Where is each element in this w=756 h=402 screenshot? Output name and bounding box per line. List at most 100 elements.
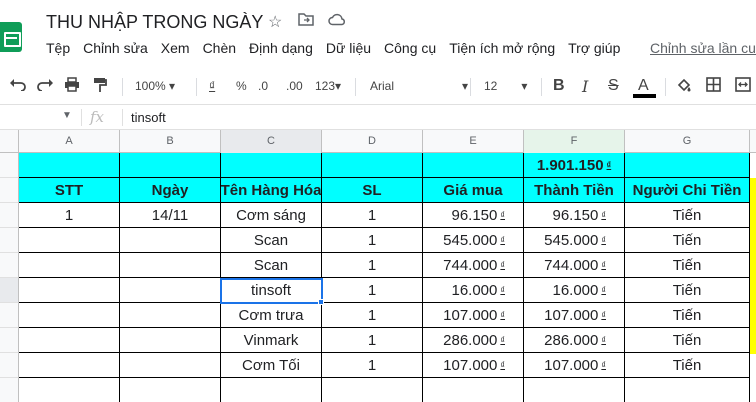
paint-format-icon[interactable] <box>93 77 107 96</box>
row-header[interactable] <box>0 303 19 328</box>
row-header[interactable] <box>0 378 19 402</box>
menu-tools[interactable]: Công cụ <box>384 40 437 56</box>
table-cell-sl[interactable]: 1 <box>322 228 423 253</box>
empty-cell[interactable] <box>625 378 750 402</box>
column-title-tt[interactable]: Thành Tiền <box>524 178 625 203</box>
column-title-gia[interactable]: Giá mua <box>423 178 524 203</box>
table-cell-sl[interactable]: 1 <box>322 353 423 378</box>
table-cell-tt[interactable]: 96.150 ₫ <box>524 203 625 228</box>
strikethrough-button[interactable]: S <box>608 77 619 94</box>
table-cell-sl[interactable]: 1 <box>322 203 423 228</box>
table-cell-nguoi[interactable]: Tiến <box>625 203 750 228</box>
undo-icon[interactable] <box>9 77 27 94</box>
move-folder-icon[interactable] <box>298 12 314 31</box>
menu-view[interactable]: Xem <box>160 40 190 56</box>
table-cell-ngay[interactable] <box>120 353 221 378</box>
table-cell-ngay[interactable] <box>120 303 221 328</box>
table-cell-stt[interactable] <box>19 228 120 253</box>
table-cell-tt[interactable]: 744.000 ₫ <box>524 253 625 278</box>
name-box-dropdown-icon[interactable]: ▼ <box>62 110 72 121</box>
empty-cell[interactable] <box>221 378 322 402</box>
column-title-sl[interactable]: SL <box>322 178 423 203</box>
table-cell-gia[interactable]: 107.000 ₫ <box>423 353 524 378</box>
bold-button[interactable]: B <box>553 77 565 94</box>
table-cell-ngay[interactable]: 14/11 <box>120 203 221 228</box>
star-icon[interactable]: ☆ <box>268 14 283 31</box>
table-cell-ngay[interactable] <box>120 328 221 353</box>
column-title-ten[interactable]: Tên Hàng Hóa <box>221 178 322 203</box>
column-header-d[interactable]: D <box>322 130 423 153</box>
table-cell-ten[interactable]: Vinmark <box>221 328 322 353</box>
font-size-select[interactable]: 12 ▾ <box>484 79 528 93</box>
table-cell-sl[interactable]: 1 <box>322 328 423 353</box>
table-cell-nguoi[interactable]: Tiến <box>625 253 750 278</box>
table-cell-nguoi[interactable]: Tiến <box>625 303 750 328</box>
table-cell-tt[interactable]: 107.000 ₫ <box>524 303 625 328</box>
cell-total-row[interactable] <box>120 153 221 178</box>
last-edit-link[interactable]: Chỉnh sửa lần cuối <box>650 40 756 56</box>
row-header[interactable] <box>0 353 19 378</box>
print-icon[interactable] <box>64 77 80 95</box>
redo-icon[interactable] <box>36 77 54 94</box>
decrease-decimal-button[interactable]: .0 <box>258 79 269 93</box>
table-cell-nguoi[interactable]: Tiến <box>625 353 750 378</box>
document-title[interactable]: THU NHẬP TRONG NGÀY <box>46 12 264 32</box>
cell-total-row[interactable] <box>221 153 322 178</box>
fill-color-icon[interactable] <box>676 77 692 96</box>
column-header-f[interactable]: F <box>524 130 625 153</box>
table-cell-nguoi[interactable]: Tiến <box>625 228 750 253</box>
table-cell-ten[interactable]: Cơm trưa <box>221 303 322 328</box>
text-color-button[interactable]: A <box>638 77 649 94</box>
more-formats-button[interactable]: 123▾ <box>315 79 342 93</box>
table-cell-stt[interactable] <box>19 353 120 378</box>
table-cell-gia[interactable]: 286.000 ₫ <box>423 328 524 353</box>
font-family-select[interactable]: Arial ▾ <box>370 79 469 93</box>
table-cell-tt[interactable]: 286.000 ₫ <box>524 328 625 353</box>
table-cell-stt[interactable] <box>19 303 120 328</box>
menu-file[interactable]: Tệp <box>46 40 71 56</box>
table-cell-tt[interactable]: 16.000 ₫ <box>524 278 625 303</box>
row-header[interactable] <box>0 228 19 253</box>
table-cell-ten[interactable]: Cơm sáng <box>221 203 322 228</box>
table-cell-tt[interactable]: 107.000 ₫ <box>524 353 625 378</box>
empty-cell[interactable] <box>322 378 423 402</box>
table-cell-ngay[interactable] <box>120 228 221 253</box>
table-cell-sl[interactable]: 1 <box>322 278 423 303</box>
cloud-status-icon[interactable] <box>328 12 346 31</box>
table-cell-nguoi[interactable]: Tiến <box>625 328 750 353</box>
column-title-nguoi[interactable]: Người Chi Tiền <box>625 178 750 203</box>
table-cell-stt[interactable] <box>19 253 120 278</box>
table-cell-sl[interactable]: 1 <box>322 253 423 278</box>
merge-cells-icon[interactable] <box>735 77 751 95</box>
row-header[interactable] <box>0 203 19 228</box>
currency-format-button[interactable]: ₫ <box>209 79 216 93</box>
menu-edit[interactable]: Chỉnh sửa <box>83 40 148 56</box>
zoom-select[interactable]: 100% ▾ <box>135 79 176 93</box>
column-header-a[interactable]: A <box>19 130 120 153</box>
table-cell-ten[interactable]: Scan <box>221 253 322 278</box>
empty-cell[interactable] <box>524 378 625 402</box>
table-cell-sl[interactable]: 1 <box>322 303 423 328</box>
cell-total-row[interactable] <box>19 153 120 178</box>
formula-input[interactable]: tinsoft <box>131 110 166 125</box>
select-all-corner[interactable] <box>0 130 19 153</box>
menu-format[interactable]: Định dạng <box>249 40 313 56</box>
menu-extensions[interactable]: Tiện ích mở rộng <box>449 40 556 56</box>
percent-format-button[interactable]: % <box>236 79 247 93</box>
column-header-c[interactable]: C <box>221 130 322 153</box>
sheets-logo-icon[interactable] <box>0 22 22 52</box>
table-cell-nguoi[interactable]: Tiến <box>625 278 750 303</box>
column-header-b[interactable]: B <box>120 130 221 153</box>
table-cell-ten[interactable]: Scan <box>221 228 322 253</box>
table-cell-ngay[interactable] <box>120 253 221 278</box>
table-cell-stt[interactable] <box>19 278 120 303</box>
column-title-stt[interactable]: STT <box>19 178 120 203</box>
column-header-g[interactable]: G <box>625 130 750 153</box>
table-cell-ten[interactable]: Cơm Tối <box>221 353 322 378</box>
cell-total-row[interactable] <box>625 153 750 178</box>
column-header-e[interactable]: E <box>423 130 524 153</box>
row-header[interactable] <box>0 178 19 203</box>
borders-icon[interactable] <box>706 77 721 95</box>
table-cell-gia[interactable]: 107.000 ₫ <box>423 303 524 328</box>
cell-total-row[interactable] <box>423 153 524 178</box>
